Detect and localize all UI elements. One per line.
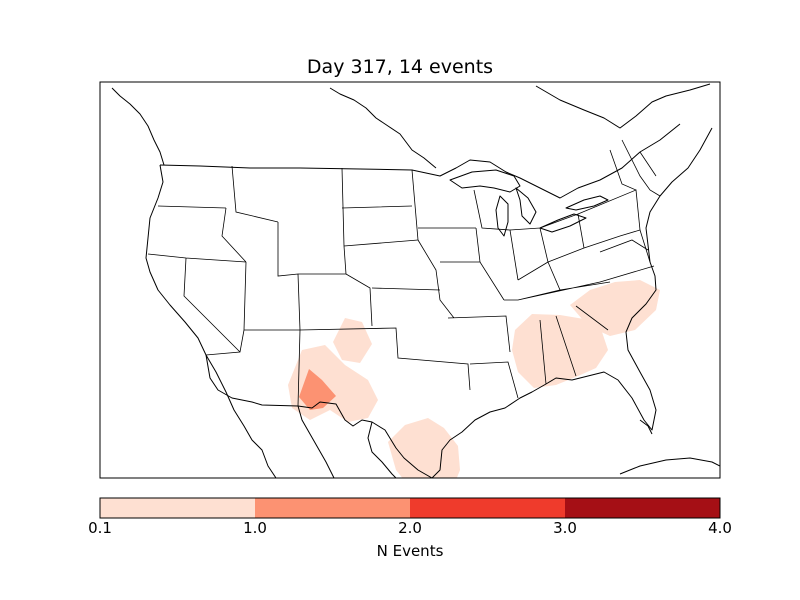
event-region-south-texas (388, 418, 460, 478)
coastlines (111, 83, 720, 478)
colorbar-tick-label: 4.0 (708, 519, 732, 537)
great-lakes (449, 169, 609, 237)
mexico-outline (205, 354, 397, 478)
state-lines-central (299, 169, 519, 399)
colorbar-frame (99, 497, 721, 519)
state-lines-west (147, 165, 419, 407)
colorbar-tick-label: 1.0 (243, 519, 267, 537)
colorbar-tick-label: 3.0 (553, 519, 577, 537)
map-border (99, 81, 721, 479)
us-canada-border (159, 123, 681, 199)
event-region-alabama-georgia (512, 314, 608, 388)
state-lines-east (504, 139, 661, 385)
colorbar-tick-label: 0.1 (88, 519, 112, 537)
event-shading (288, 280, 660, 478)
florida-keys (639, 419, 653, 435)
state-borders (147, 139, 661, 407)
colorbar-tick-label: 2.0 (398, 519, 422, 537)
us-outline (145, 127, 713, 478)
colorbar-label: N Events (376, 542, 444, 560)
colorbar-bin (565, 498, 720, 518)
colorbar-bin (255, 498, 410, 518)
canada-coast (111, 83, 711, 169)
event-region-southeast-new-mexico-core (299, 369, 336, 410)
map-title: Day 317, 14 events (306, 56, 494, 78)
cuba-outline (619, 457, 720, 475)
colorbar-bin (410, 498, 565, 518)
map-frame (100, 82, 720, 478)
colorbar-bin (100, 498, 255, 518)
colorbar (99, 497, 721, 519)
event-region-carolinas (570, 280, 660, 336)
